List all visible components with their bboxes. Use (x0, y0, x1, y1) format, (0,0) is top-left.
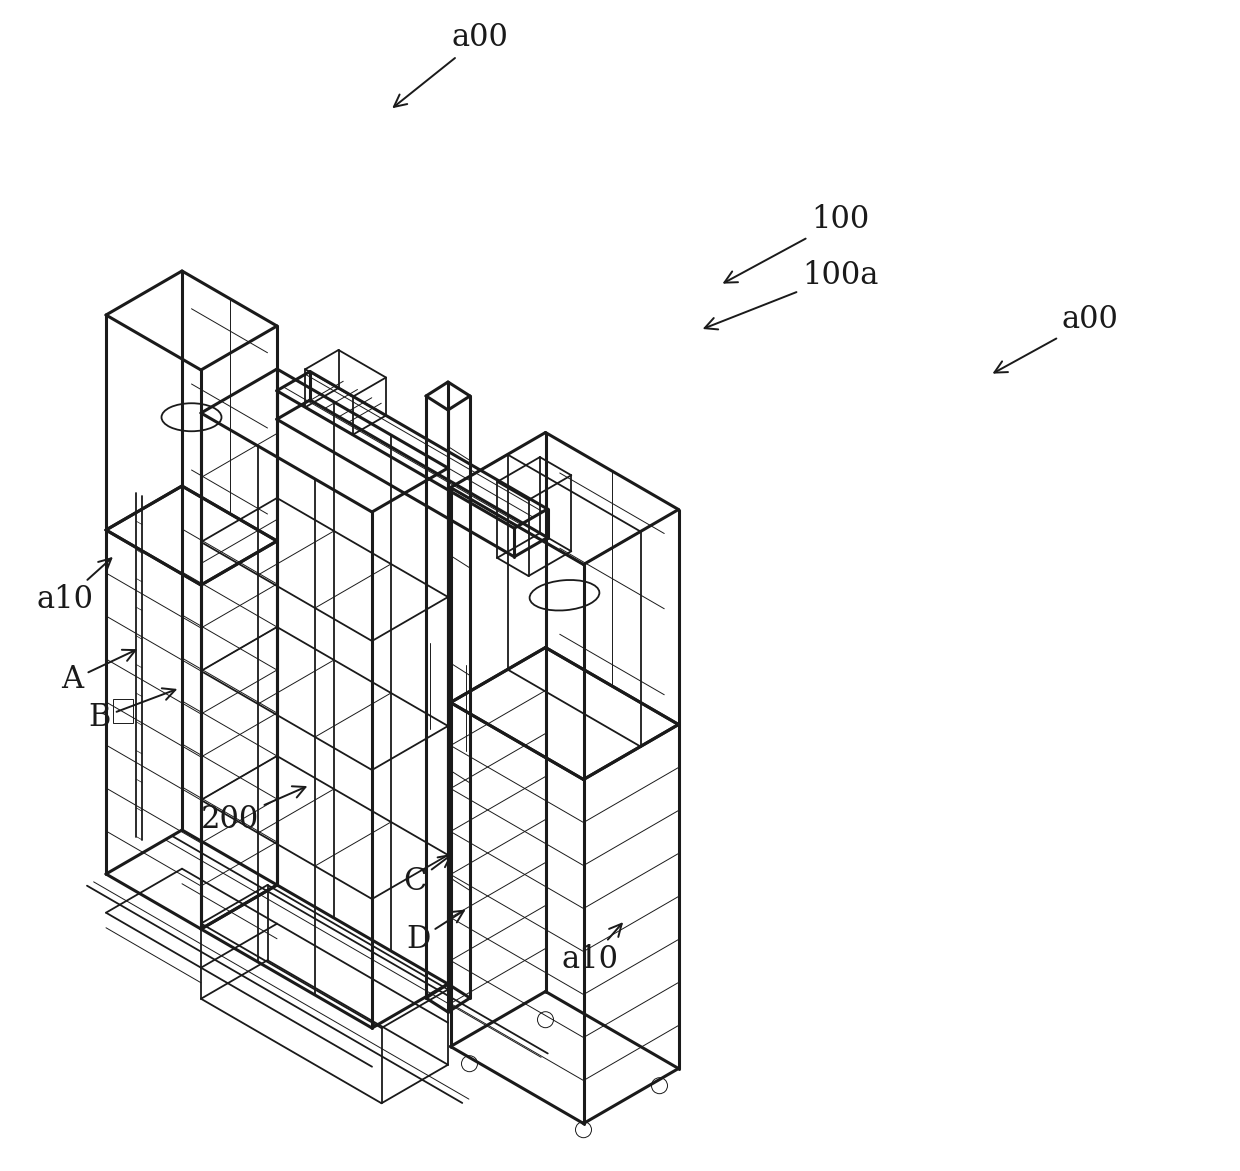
Text: 200: 200 (201, 786, 305, 835)
Text: B: B (89, 689, 175, 733)
Text: 100a: 100a (704, 260, 878, 329)
Text: a10: a10 (36, 559, 112, 616)
Bar (113, 699, 133, 723)
Text: C: C (403, 855, 451, 897)
Text: D: D (405, 911, 464, 956)
Text: a10: a10 (562, 924, 621, 975)
Text: A: A (61, 650, 135, 696)
Text: a00: a00 (994, 304, 1118, 372)
Text: 100: 100 (724, 205, 869, 282)
Text: a00: a00 (394, 22, 508, 107)
